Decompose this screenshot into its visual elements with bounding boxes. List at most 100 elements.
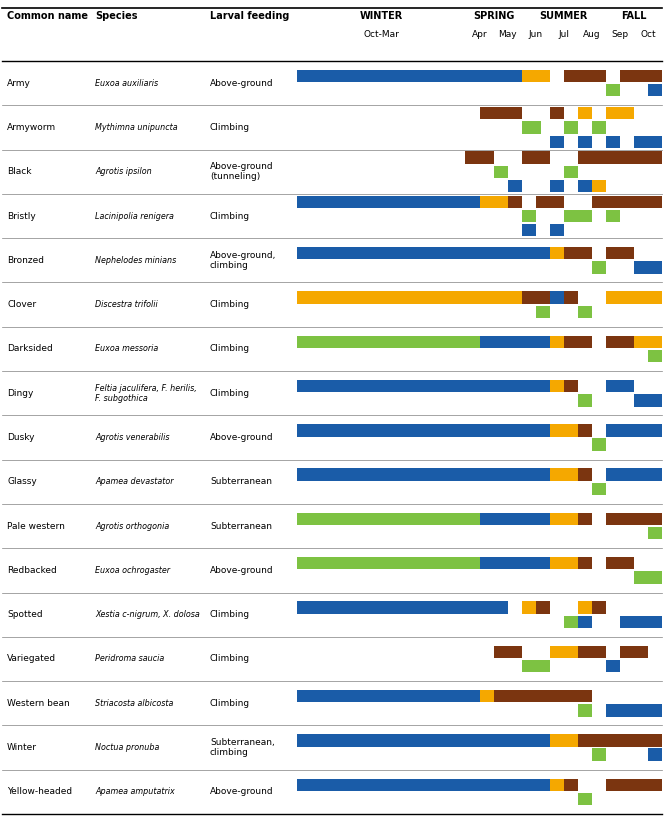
Bar xyxy=(578,136,592,148)
Text: Above-ground: Above-ground xyxy=(210,787,273,797)
Text: Sep: Sep xyxy=(612,30,628,39)
Text: Subterranean: Subterranean xyxy=(210,478,272,487)
Bar xyxy=(592,602,606,614)
Bar xyxy=(606,660,620,672)
Text: Climbing: Climbing xyxy=(210,389,250,398)
Text: Xestia c-nigrum, X. dolosa: Xestia c-nigrum, X. dolosa xyxy=(95,610,199,619)
Text: Climbing: Climbing xyxy=(210,654,250,663)
Bar xyxy=(578,513,592,525)
Bar xyxy=(634,335,662,348)
Bar xyxy=(606,469,662,481)
Bar xyxy=(578,180,592,192)
Bar xyxy=(564,247,592,260)
Bar xyxy=(494,165,508,178)
Text: Climbing: Climbing xyxy=(210,123,250,132)
Text: SUMMER: SUMMER xyxy=(540,11,588,21)
Bar xyxy=(550,291,564,303)
Bar xyxy=(297,196,480,208)
Bar xyxy=(522,660,550,672)
Bar xyxy=(480,513,550,525)
Bar xyxy=(522,70,550,82)
Bar xyxy=(606,210,620,222)
Bar xyxy=(564,380,578,392)
Bar xyxy=(578,602,592,614)
Bar xyxy=(480,335,550,348)
Text: Oct-Mar: Oct-Mar xyxy=(364,30,399,39)
Text: Climbing: Climbing xyxy=(210,211,250,220)
Bar xyxy=(297,602,508,614)
Text: Climbing: Climbing xyxy=(210,610,250,619)
Bar xyxy=(564,210,592,222)
Bar xyxy=(606,84,620,96)
Bar xyxy=(480,107,522,119)
Text: Climbing: Climbing xyxy=(210,344,250,353)
Bar xyxy=(578,469,592,481)
Bar xyxy=(550,224,564,237)
Text: Western bean: Western bean xyxy=(7,699,70,708)
Bar xyxy=(634,571,662,584)
Bar xyxy=(536,602,550,614)
Bar xyxy=(297,380,550,392)
Bar xyxy=(522,210,536,222)
Bar xyxy=(550,335,564,348)
Bar xyxy=(634,261,662,274)
Text: Glassy: Glassy xyxy=(7,478,37,487)
Text: May: May xyxy=(498,30,517,39)
Bar xyxy=(578,107,592,119)
Text: Above-ground: Above-ground xyxy=(210,566,273,575)
Text: Peridroma saucia: Peridroma saucia xyxy=(95,654,164,663)
Text: Spotted: Spotted xyxy=(7,610,43,619)
Text: Winter: Winter xyxy=(7,743,37,752)
Bar xyxy=(606,734,662,746)
Bar xyxy=(620,616,634,628)
Bar xyxy=(494,690,550,702)
Text: Dusky: Dusky xyxy=(7,433,35,442)
Bar xyxy=(297,247,550,260)
Bar xyxy=(648,350,662,363)
Bar xyxy=(297,778,550,791)
Text: Common name: Common name xyxy=(7,11,88,21)
Text: Apamea amputatrix: Apamea amputatrix xyxy=(95,787,175,797)
Bar xyxy=(297,469,550,481)
Bar xyxy=(606,380,634,392)
Bar xyxy=(578,704,592,717)
Bar xyxy=(550,513,578,525)
Text: Bronzed: Bronzed xyxy=(7,256,44,265)
Bar xyxy=(297,513,480,525)
Bar xyxy=(297,424,550,436)
Text: Striacosta albicosta: Striacosta albicosta xyxy=(95,699,173,708)
Bar xyxy=(578,616,592,628)
Bar xyxy=(297,335,480,348)
Text: Bristly: Bristly xyxy=(7,211,36,220)
Bar xyxy=(466,151,494,164)
Bar xyxy=(578,792,592,806)
Bar xyxy=(606,291,634,303)
Text: Euxoa ochrogaster: Euxoa ochrogaster xyxy=(95,566,170,575)
Text: Nephelodes minians: Nephelodes minians xyxy=(95,256,176,265)
Text: Darksided: Darksided xyxy=(7,344,53,353)
Bar xyxy=(592,180,606,192)
Text: Subterranean: Subterranean xyxy=(210,522,272,530)
Text: Armyworm: Armyworm xyxy=(7,123,56,132)
Bar xyxy=(522,121,541,134)
Text: Jun: Jun xyxy=(528,30,543,39)
Bar xyxy=(522,151,550,164)
Text: Pale western: Pale western xyxy=(7,522,65,530)
Bar xyxy=(592,483,606,495)
Bar xyxy=(648,84,662,96)
Bar xyxy=(297,734,550,746)
Bar xyxy=(606,704,662,717)
Bar xyxy=(536,306,550,318)
Bar xyxy=(592,749,606,761)
Bar xyxy=(606,557,634,570)
Bar xyxy=(564,165,578,178)
Text: Army: Army xyxy=(7,79,31,88)
Text: Apamea devastator: Apamea devastator xyxy=(95,478,173,487)
Bar xyxy=(620,645,648,658)
Bar xyxy=(606,513,662,525)
Bar xyxy=(550,107,564,119)
Bar xyxy=(550,424,578,436)
Bar xyxy=(578,151,662,164)
Bar xyxy=(564,121,578,134)
Text: Aug: Aug xyxy=(583,30,600,39)
